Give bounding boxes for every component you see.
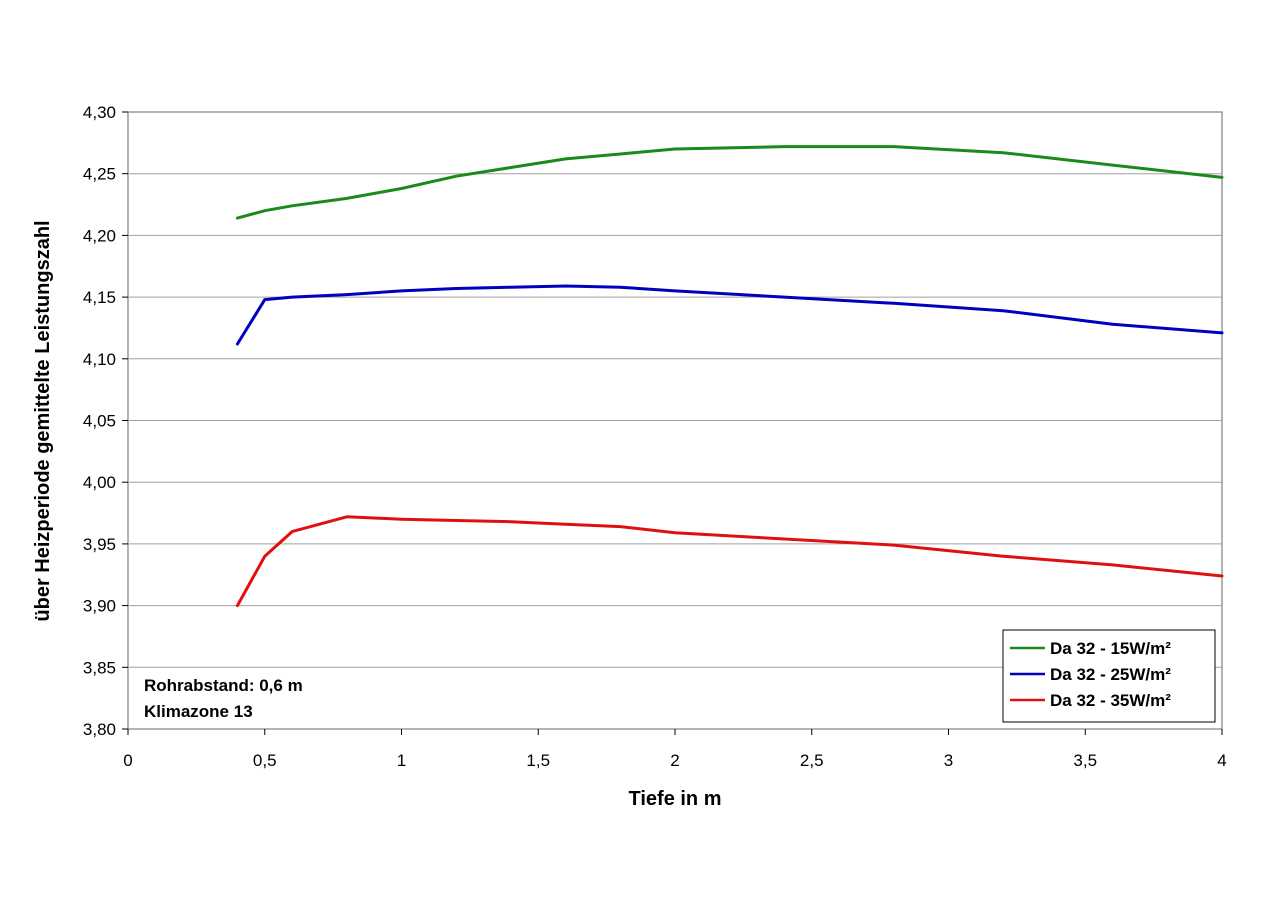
x-tick-label: 0 xyxy=(123,751,132,770)
legend-label: Da 32 - 35W/m² xyxy=(1050,691,1171,710)
annotation-pipe-spacing: Rohrabstand: 0,6 m xyxy=(144,676,303,695)
x-axis-ticks: 0 0,5 1 1,5 2 2,5 3 3,5 4 xyxy=(123,729,1227,770)
x-tick-label: 3,5 xyxy=(1073,751,1097,770)
x-tick-label: 1 xyxy=(397,751,406,770)
y-tick-label: 4,00 xyxy=(83,473,116,492)
series-line-3 xyxy=(235,515,1224,608)
legend-label: Da 32 - 15W/m² xyxy=(1050,639,1171,658)
y-axis-ticks: 3,80 3,85 3,90 3,95 4,00 4,05 4,10 4,15 4,20 4,25… xyxy=(83,103,128,739)
x-tick-label: 1,5 xyxy=(526,751,550,770)
y-axis-title: über Heizperiode gemittelte Leistungszah… xyxy=(32,220,54,621)
legend-box xyxy=(1002,629,1216,723)
y-tick-label: 3,95 xyxy=(83,535,116,554)
legend-label: Da 32 - 25W/m² xyxy=(1050,665,1171,684)
x-tick-label: 2 xyxy=(670,751,679,770)
y-tick-label: 4,30 xyxy=(83,103,116,122)
x-tick-label: 0,5 xyxy=(253,751,277,770)
x-tick-label: 3 xyxy=(944,751,953,770)
y-tick-label: 3,85 xyxy=(83,658,116,677)
y-tick-label: 3,80 xyxy=(83,720,116,739)
y-tick-label: 3,90 xyxy=(83,597,116,616)
y-tick-label: 4,15 xyxy=(83,288,116,307)
y-tick-label: 4,10 xyxy=(83,350,116,369)
legend: Da 32 - 15W/m² Da 32 - 25W/m² Da 32 - 35W/… xyxy=(1002,629,1216,723)
x-axis-title: Tiefe in m xyxy=(629,788,722,810)
x-tick-label: 2,5 xyxy=(800,751,824,770)
x-tick-label: 4 xyxy=(1217,751,1226,770)
series-line-1 xyxy=(235,145,1224,220)
series-lines xyxy=(235,145,1224,608)
series-line-2 xyxy=(235,284,1224,346)
y-tick-label: 4,20 xyxy=(83,226,116,245)
y-tick-label: 4,05 xyxy=(83,412,116,431)
annotation-climate-zone: Klimazone 13 xyxy=(144,702,253,721)
y-tick-label: 4,25 xyxy=(83,165,116,184)
